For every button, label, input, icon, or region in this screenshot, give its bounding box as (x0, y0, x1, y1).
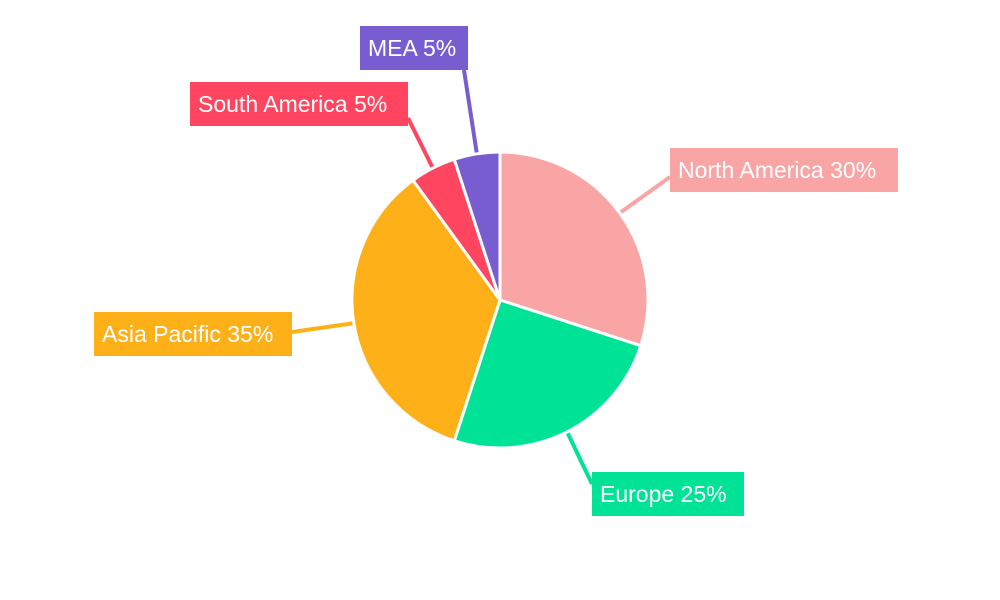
leader-line (564, 429, 594, 485)
data-label: Europe 25% (592, 472, 744, 516)
leader-line (616, 175, 672, 216)
pie-slice-mea[interactable] (452, 150, 502, 302)
data-label: North America 30% (670, 148, 898, 192)
leader-line (291, 320, 357, 334)
pie-slice-europe[interactable] (452, 298, 643, 450)
leader-line (406, 117, 436, 171)
leader-line (462, 69, 480, 157)
pie-slice-asia-pacific[interactable] (350, 178, 502, 443)
pie-slice-north-america[interactable] (498, 150, 650, 348)
data-label: South America 5% (190, 82, 408, 126)
data-label: MEA 5% (360, 26, 468, 70)
data-label: Asia Pacific 35% (94, 312, 292, 356)
